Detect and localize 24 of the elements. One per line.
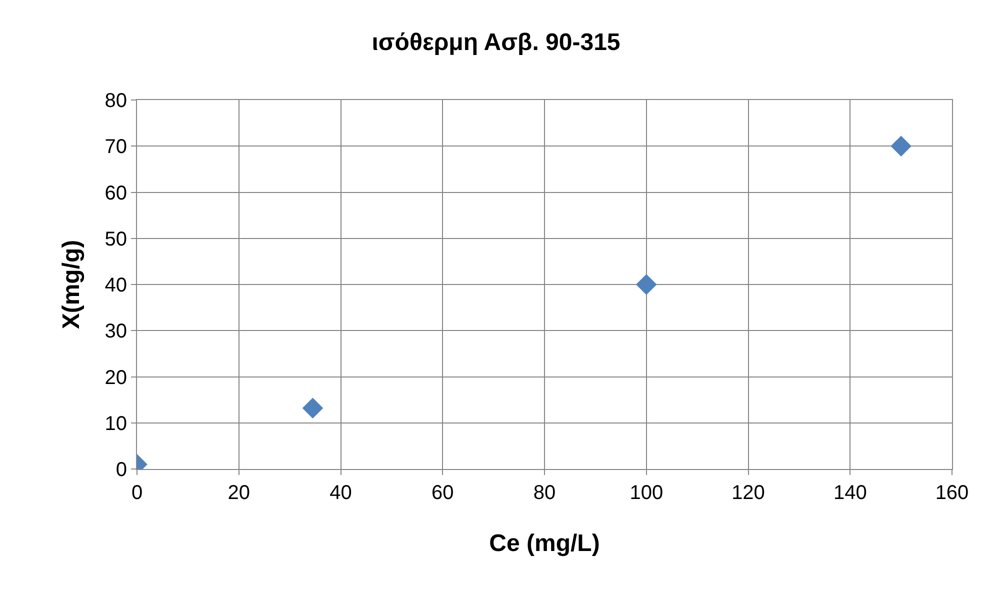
x-tick-label: 100 bbox=[630, 482, 664, 504]
x-tick-label: 160 bbox=[935, 482, 969, 504]
y-tick-label: 70 bbox=[104, 136, 127, 158]
x-tick-label: 60 bbox=[432, 482, 454, 504]
x-tick-label: 140 bbox=[833, 482, 867, 504]
y-tick-label: 20 bbox=[104, 366, 127, 389]
y-tick-label: 50 bbox=[104, 228, 127, 250]
x-tick-label: 80 bbox=[533, 482, 556, 504]
y-tick-label: 60 bbox=[104, 182, 127, 204]
x-axis-title: Ce (mg/L) bbox=[489, 530, 600, 557]
y-tick-label: 0 bbox=[116, 459, 127, 481]
chart-title: ισόθερμη Ασβ. 90-315 bbox=[372, 28, 620, 56]
x-tick-label: 20 bbox=[228, 482, 250, 504]
y-axis-title: X(mg/g) bbox=[58, 240, 85, 330]
y-tick-label: 10 bbox=[104, 412, 127, 435]
x-tick-label: 0 bbox=[131, 482, 143, 504]
point bbox=[890, 136, 912, 157]
point bbox=[302, 398, 324, 419]
x-tick-label: 120 bbox=[732, 482, 765, 504]
y-tick-label: 40 bbox=[104, 274, 127, 296]
point bbox=[636, 274, 657, 295]
x-tick-label: 40 bbox=[330, 482, 352, 504]
y-tick-label: 30 bbox=[104, 320, 127, 343]
y-tick-label: 80 bbox=[104, 90, 127, 112]
